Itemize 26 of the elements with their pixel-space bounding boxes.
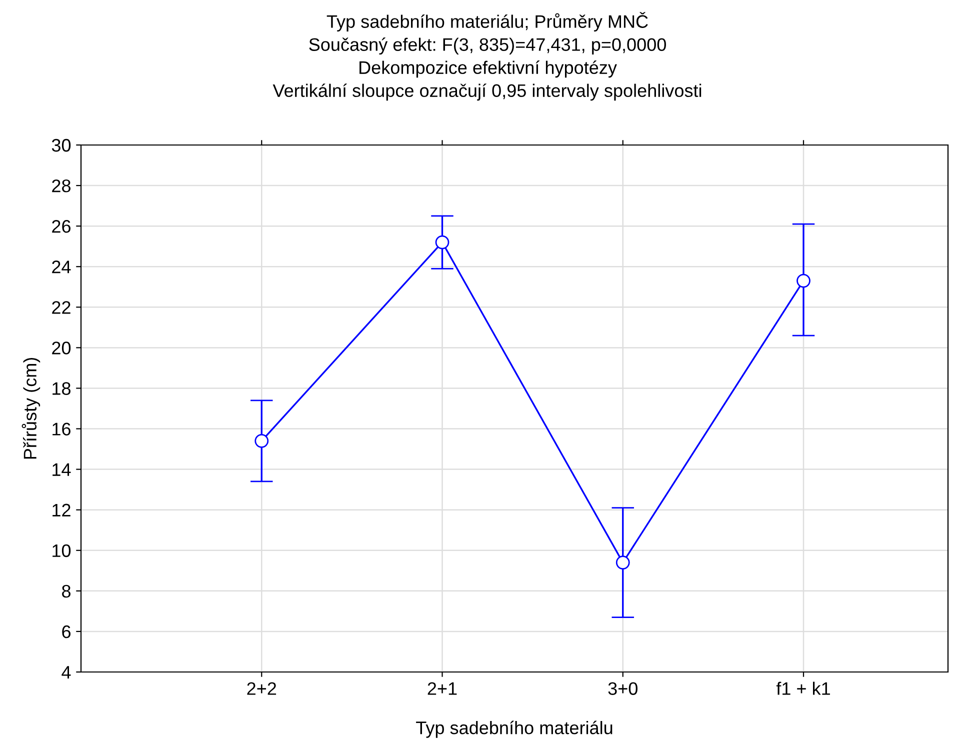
y-tick-label: 4 (62, 666, 71, 679)
chart-subtitle: Současný efekt: F(3, 835)=47,431, p=0,0000 Dekompozice efektivní hypotézy Vertikální sloupce označují 0,95 intervaly spolehlivosti (272, 38, 702, 101)
point (616, 556, 630, 570)
x-axis-title: Typ sadebního materiálu (416, 720, 612, 738)
y-tick-label: 12 (52, 504, 70, 516)
x-tick-label: 3+0 (608, 682, 638, 695)
y-tick-label: 24 (52, 260, 71, 274)
y-tick-label: 28 (52, 179, 70, 192)
x-tick-label: 2+2 (247, 682, 276, 695)
chart-title: Typ sadebního materiálu; Průměry MNČ (326, 12, 648, 32)
y-tick-label: 22 (52, 301, 70, 314)
point (254, 434, 269, 448)
y-tick-label: 18 (52, 382, 70, 395)
y-tick-label: 16 (52, 422, 70, 436)
y-tick-label: 8 (62, 584, 70, 598)
point (435, 235, 450, 250)
y-tick-label: 20 (52, 342, 71, 354)
y-tick-label: 6 (62, 625, 70, 638)
y-tick-label: 26 (52, 220, 70, 233)
y-tick-label: 14 (52, 463, 71, 476)
y-axis-title: Přírůsty (cm) (22, 358, 40, 459)
x-tick-label: 2+1 (428, 682, 457, 695)
point (796, 274, 810, 288)
y-tick-label: 30 (52, 138, 71, 152)
x-tick-label: f1 + k1 (776, 682, 830, 695)
y-tick-label: 10 (52, 544, 71, 558)
